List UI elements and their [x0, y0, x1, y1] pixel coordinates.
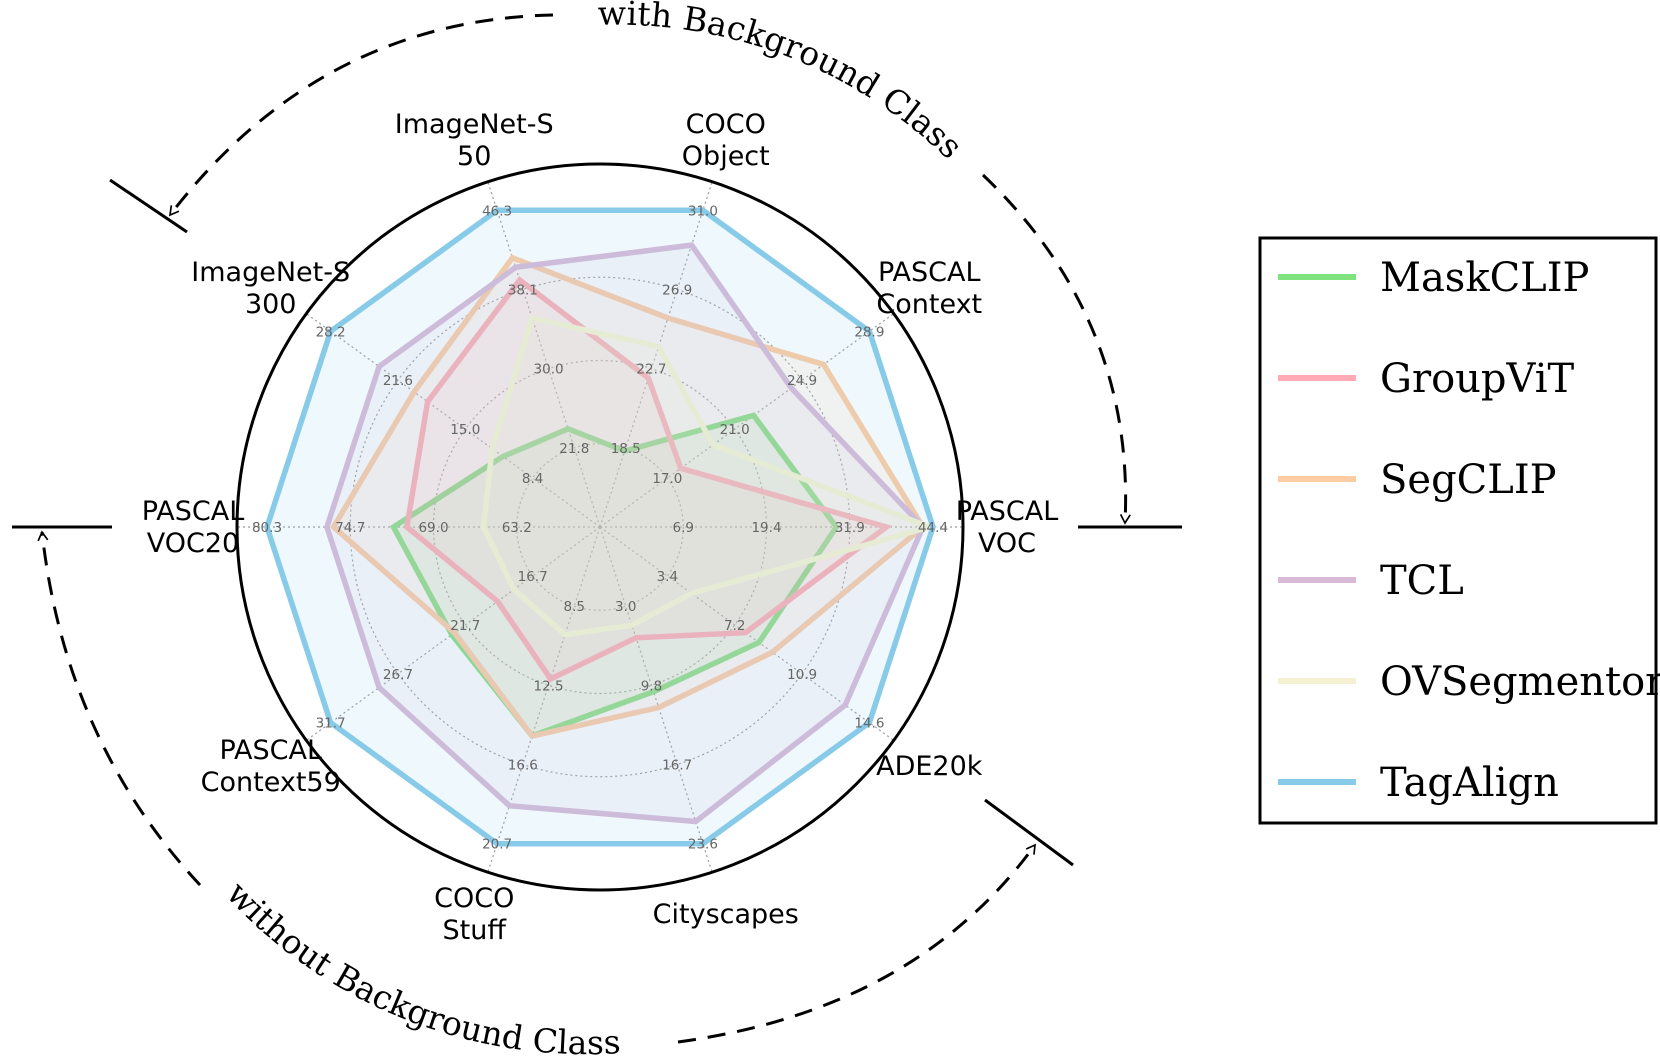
tick-label: 17.0: [652, 471, 682, 487]
tick-label: 24.9: [787, 373, 817, 389]
without-background-label: without Background Class: [219, 874, 621, 1062]
tick-label: 10.9: [787, 667, 817, 683]
tick-label: 21.0: [720, 422, 750, 438]
tick-label: 6.9: [673, 520, 694, 536]
series-line-tcl: [324, 242, 927, 825]
axis-label-4: ImageNet-S 300: [191, 257, 350, 320]
with-background-label: with Background Class: [598, 0, 971, 166]
tick-label: 21.7: [450, 618, 480, 634]
spoke-7: [487, 526, 601, 873]
legend-label-groupvit: GroupViT: [1380, 356, 1575, 402]
axis-label-8: Cityscapes: [653, 899, 799, 930]
radar-grid: [235, 162, 965, 892]
axis-label-9: ADE20k: [876, 751, 983, 782]
tick-label: 31.0: [688, 203, 718, 219]
legend-label-maskclip: MaskCLIP: [1380, 255, 1589, 301]
tick-label: 9.8: [641, 678, 662, 694]
tick-labels: 6.9 19.4 31.9 44.4 17.0 21.0 24.9 28.9 18.5 22.7 2…: [252, 203, 948, 852]
divider-top-left: [109, 178, 188, 234]
axis-label-6: PASCAL Context59: [201, 735, 341, 798]
legend-label-ovsegmentor: OVSegmentor: [1380, 659, 1660, 705]
tick-label: 21.6: [383, 373, 413, 389]
bottom-arc-right: [677, 843, 1037, 1044]
top-arc-right: [981, 173, 1131, 525]
tick-label: 80.3: [252, 520, 282, 536]
tick-label: 44.4: [918, 520, 948, 536]
top-arc-left: [168, 13, 554, 217]
tick-label: 30.0: [534, 362, 564, 378]
tick-label: 21.8: [559, 441, 589, 457]
tick-label: 3.0: [615, 599, 636, 615]
tick-label: 69.0: [418, 520, 448, 536]
axis-label-1: PASCAL Context: [876, 257, 982, 320]
axis-label-0: PASCAL VOC: [956, 496, 1059, 559]
tick-label: 20.7: [482, 837, 512, 853]
spoke-4: [305, 313, 601, 528]
legend-label-tagalign: TagAlign: [1380, 760, 1559, 806]
tick-label: 3.4: [657, 569, 678, 585]
series-line-segclip: [330, 254, 927, 740]
grid-ring-3: [349, 276, 851, 778]
axis-label-7: COCO Stuff: [434, 883, 514, 946]
legend-label-tcl: TCL: [1380, 558, 1464, 604]
outer-ring: [235, 162, 965, 892]
legend-frame: [1258, 236, 1658, 825]
tick-label: 12.5: [534, 678, 564, 694]
series-line-tagalign: [264, 207, 936, 847]
series-fill-tagalign: [267, 210, 933, 844]
axis-labels: PASCAL VOC PASCAL Context COCO Object ImageNet…: [142, 109, 1059, 946]
series-line-ovsegmentor: [480, 314, 939, 638]
tick-label: 31.9: [835, 520, 865, 536]
series-layer: [264, 207, 939, 847]
axis-label-3: ImageNet-S 50: [395, 109, 554, 172]
tick-label: 7.2: [724, 618, 745, 634]
tick-label: 23.6: [688, 837, 718, 853]
axis-label-5: PASCAL VOC20: [142, 496, 245, 559]
bottom-arc-left: [37, 530, 202, 887]
tick-label: 26.9: [662, 282, 692, 298]
series-fill-segclip: [333, 257, 924, 736]
legend: MaskCLIP GroupViT SegCLIP TCL OVSegmentor Tag…: [1258, 236, 1660, 825]
spoke-2: [599, 181, 713, 528]
series-fill-tcl: [326, 245, 923, 822]
tick-label: 38.1: [508, 282, 538, 298]
spoke-3: [487, 181, 601, 528]
axis-label-2: COCO Object: [682, 109, 770, 172]
tick-label: 28.2: [316, 324, 346, 340]
tick-label: 46.3: [482, 203, 512, 219]
tick-label: 28.9: [854, 324, 884, 340]
tick-label: 26.7: [383, 667, 413, 683]
series-line-groupvit: [403, 276, 893, 683]
tick-label: 15.0: [450, 422, 480, 438]
legend-label-segclip: SegCLIP: [1380, 457, 1557, 503]
tick-label: 8.4: [522, 471, 543, 487]
tick-label: 74.7: [335, 520, 365, 536]
tick-label: 14.6: [854, 716, 884, 732]
tick-label: 63.2: [502, 520, 532, 536]
divider-bottom-right: [984, 798, 1074, 867]
tick-label: 16.6: [508, 758, 538, 774]
tick-label: 16.7: [518, 569, 548, 585]
tick-label: 31.7: [316, 716, 346, 732]
spoke-1: [599, 313, 895, 528]
series-fill-groupvit: [406, 280, 887, 679]
tick-label: 8.5: [564, 599, 585, 615]
tick-label: 16.7: [662, 758, 692, 774]
tick-label: 19.4: [751, 520, 781, 536]
spoke-8: [599, 526, 713, 873]
tick-label: 18.5: [611, 441, 641, 457]
tick-label: 22.7: [636, 362, 666, 378]
